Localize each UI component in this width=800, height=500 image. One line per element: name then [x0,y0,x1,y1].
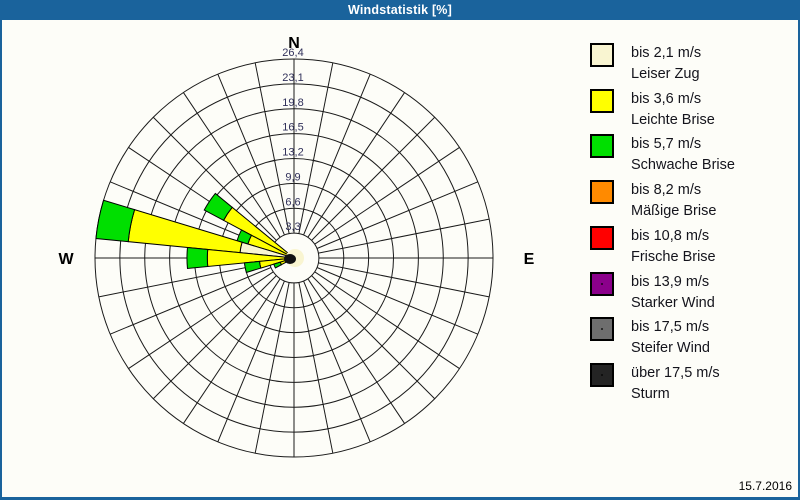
legend-speed-text: bis 17,5 m/s [631,319,710,336]
legend-label: bis 5,7 m/s Schwache Brise [631,134,735,176]
window-title: Windstatistik [%] [348,3,452,17]
legend-speed-text: bis 2,1 m/s [631,45,702,61]
compass-label-e: E [524,251,535,268]
legend-label: bis 10,8 m/s Frische Brise [631,226,716,268]
legend-speed-text: bis 13,9 m/s [631,273,710,290]
grid-spoke [152,275,277,400]
windrose-bar-segment [273,261,283,269]
legend-label: bis 3,6 m/s Leichte Brise [631,89,715,131]
legend-item: bis 3,6 m/s Leichte Brise [590,88,715,131]
compass-label-n: N [288,35,300,52]
grid-spoke [183,278,281,424]
legend-color-swatch [590,134,614,159]
legend-item: bis 2,1 m/s Leiser Zug [590,43,701,85]
ring-value-label: 23,1 [282,72,303,84]
legend-name-text: Steifer Wind [631,340,710,357]
legend-name-text: Starker Wind [631,294,715,311]
grid-spoke [303,280,371,443]
grid-spoke [316,181,479,249]
windrose-bar-segment [236,229,253,245]
windrose-bar-segment [243,260,262,274]
legend-name-text: Leiser Zug [631,66,700,82]
compass-label-s: S [289,476,300,477]
legend-item: bis 8,2 m/s Mäßige Brise [590,180,716,222]
grid-spoke [254,282,290,454]
grid-spoke [217,73,285,236]
ring-value-label: 3,3 [285,221,300,233]
ring-value-label: 13,2 [282,147,303,159]
grid-spoke [311,275,436,400]
legend-color-swatch [590,88,614,113]
legend-item: bis 17,5 m/s Steifer Wind [590,317,710,359]
legend-label: bis 8,2 m/s Mäßige Brise [631,180,716,222]
legend-name-text: Leichte Brise [631,111,715,128]
grid-spoke [307,92,405,238]
grid-spoke [109,267,272,335]
legend-name-text: Frische Brise [631,248,716,265]
date-label: 15.7.2016 [738,479,792,493]
grid-spoke [318,262,490,298]
legend-label: über 17,5 m/s Sturm [631,363,720,405]
grid-spoke [318,218,490,254]
grid-spoke [98,262,270,298]
grid-spoke [316,267,479,335]
legend-speed-text: bis 5,7 m/s [631,136,702,153]
grid-spoke [254,62,290,234]
grid-spoke [314,271,460,369]
windrose-chart: 3,3 6,6 9,9 13,2 16,5 19,8 23,1 26,4N E S W [58,35,535,477]
windrose-bar-segment [203,192,233,222]
grid-spoke [128,271,274,369]
legend-item: bis 13,9 m/s Starker Wind [590,271,715,314]
windrose-bar-segment [95,199,136,243]
ring-value-label: 19,8 [282,97,303,109]
grid-spoke [298,62,334,234]
legend-speed-text: bis 3,6 m/s [631,90,702,107]
legend-item: bis 5,7 m/s Schwache Brise [590,134,735,176]
center-dot [284,254,296,264]
legend-speed-text: über 17,5 m/s [631,364,720,381]
legend-speed-text: bis 10,8 m/s [631,227,710,244]
grid-spoke [183,92,281,238]
legend-name-text: Mäßige Brise [631,203,717,220]
legend-color-swatch [590,43,614,67]
legend-label: bis 17,5 m/s Steifer Wind [631,317,710,359]
windrose-bar-segment [186,246,209,270]
grid-spoke [307,278,405,424]
legend-item: über 17,5 m/s Sturm [590,362,720,405]
legend-color-swatch [590,271,614,296]
grid-spoke [217,280,285,443]
ring-value-label: 16,5 [282,122,303,134]
legend-color-swatch [590,180,614,205]
grid-spoke [298,282,334,454]
legend-label: bis 13,9 m/s Starker Wind [631,272,715,314]
grid-spoke [314,147,460,245]
compass-label-w: W [58,251,74,268]
ring-value-label: 6,6 [285,196,300,208]
legend-label: bis 2,1 m/s Leiser Zug [631,43,701,85]
legend-color-swatch [590,225,614,250]
legend-speed-text: bis 8,2 m/s [631,182,702,199]
legend-name-text: Schwache Brise [631,157,735,174]
ring-value-label: 9,9 [285,171,300,183]
ring-value-label: 26,4 [282,47,303,59]
legend-color-swatch [590,362,614,387]
legend-color-swatch [590,317,614,342]
grid-spoke [311,116,436,241]
legend-name-text: Sturm [631,385,670,402]
grid-spoke [303,73,371,236]
window-titlebar: Windstatistik [%] [2,0,798,20]
grid-spoke [152,116,277,241]
legend-item: bis 10,8 m/s Frische Brise [590,225,716,268]
